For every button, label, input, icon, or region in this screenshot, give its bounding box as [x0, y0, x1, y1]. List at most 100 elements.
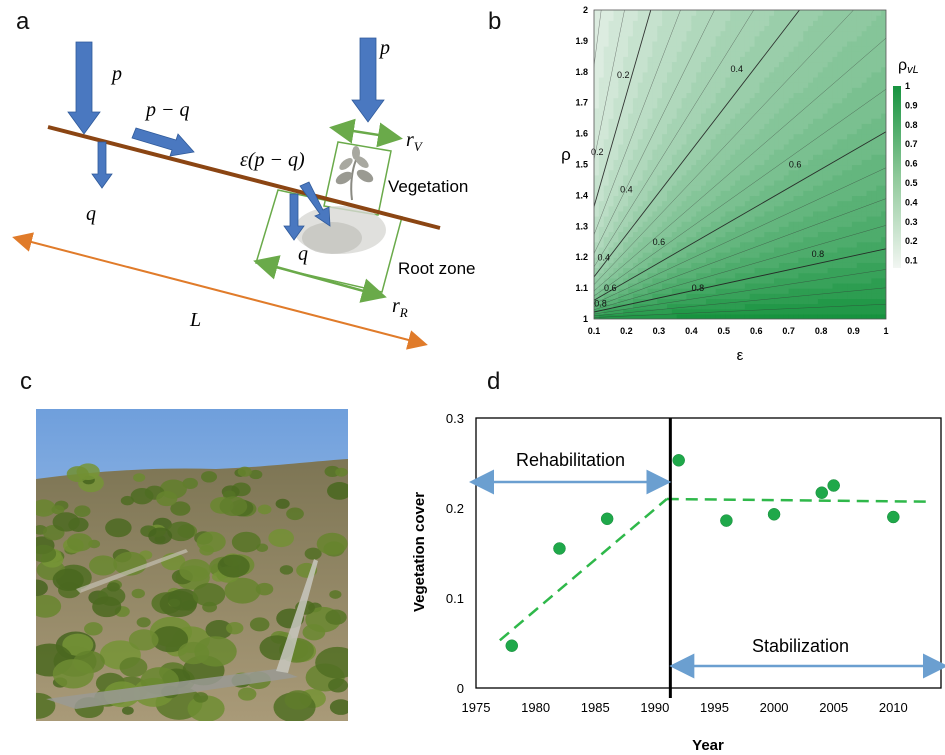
colorbar-tick-label: 0.1	[905, 256, 918, 266]
scatter-x-tick-label: 1995	[700, 700, 729, 715]
panel-label-b: b	[488, 8, 502, 35]
scatter-y-axis-label: Vegetation cover	[411, 492, 428, 612]
contour-y-tick-label: 1.9	[575, 36, 588, 46]
contour-x-tick-label: 0.2	[620, 326, 633, 336]
colorbar	[893, 86, 901, 268]
data-point	[887, 510, 900, 524]
contour-line	[594, 10, 754, 268]
contour-line	[594, 37, 886, 292]
p-minus-q-arrow	[131, 127, 195, 157]
contour-line	[594, 10, 602, 69]
contour-line	[594, 10, 800, 278]
colorbar-tick-label: 0.2	[905, 236, 918, 246]
diagram-hillslope: p p − q q p ε(p − q) rV Vegetation q Roo…	[12, 37, 476, 350]
contour-value-label: 0.8	[812, 249, 825, 259]
label-vegetation: Vegetation	[388, 177, 468, 196]
colorbar-tick-label: 0.5	[905, 178, 918, 188]
q-left-arrow	[91, 141, 113, 189]
data-point	[767, 508, 781, 521]
rr-arrow	[253, 255, 387, 303]
colorbar-title: ρvL	[898, 57, 919, 76]
contour-line	[594, 10, 652, 209]
stabilization-trend-line	[666, 497, 930, 503]
length-arrow	[12, 232, 428, 350]
colorbar-tick-label: 0.6	[905, 159, 918, 169]
contour-line	[594, 167, 886, 305]
eps-arrow-down	[283, 193, 305, 241]
contour-line	[594, 269, 886, 315]
contour-value-label: 0.2	[591, 147, 604, 157]
contour-line	[594, 225, 886, 310]
contour-y-tick-label: 1	[583, 314, 588, 324]
contour-y-tick-label: 1.8	[575, 67, 588, 77]
colorbar-tick-label: 0.9	[905, 100, 918, 110]
contour-value-label: 0.6	[653, 237, 666, 247]
contour-line	[594, 10, 681, 236]
contour-y-axis-label: ρ	[561, 145, 571, 164]
scatter-x-tick-label: 1990	[640, 700, 669, 715]
contour-x-tick-label: 0.6	[750, 326, 763, 336]
contour-x-tick-label: 0.9	[847, 326, 860, 336]
colorbar-tick-label: 1	[905, 81, 910, 91]
panel-label-a: a	[16, 8, 30, 35]
contour-value-label: 0.8	[594, 299, 607, 309]
scatter-x-tick-label: 1985	[581, 700, 610, 715]
scatter-chart: 0 0.1 0.2 0.3 1975 1980 1985 1990 1995 2000 2005 2…	[411, 411, 945, 754]
scatter-x-tick-label: 2010	[879, 700, 908, 715]
scatter-y-tick-label: 0.3	[446, 411, 464, 426]
stabilization-label: Stabilization	[752, 636, 849, 656]
contour-value-label: 0.4	[597, 252, 610, 262]
scatter-x-tick-label: 1980	[521, 700, 550, 715]
contour-value-label: 0.6	[604, 283, 617, 293]
label-p-right: p	[378, 37, 390, 59]
contour-chart: 0.2 0.4 0.2 0.4 0.6 0.4 0.6 0.6 0.8 0.8 0.8 0.1 0.2…	[561, 5, 919, 364]
contour-x-tick-label: 0.4	[685, 326, 698, 336]
scatter-x-tick-label: 2005	[819, 700, 848, 715]
scatter-x-axis-label: Year	[692, 737, 724, 754]
contour-y-tick-label: 1.6	[575, 129, 588, 139]
colorbar-tick-label: 0.7	[905, 139, 918, 149]
contour-y-tick-label: 1.4	[575, 190, 588, 200]
contour-y-tick-label: 1.1	[575, 283, 588, 293]
contour-y-tick-label: 1.5	[575, 160, 588, 170]
scatter-y-tick-label: 0	[457, 681, 464, 696]
rv-arrow	[329, 118, 403, 148]
p-right-arrow	[351, 37, 385, 123]
data-point	[672, 454, 685, 467]
scatter-plot-frame	[475, 417, 942, 689]
contour-line	[594, 248, 886, 313]
data-point	[720, 514, 733, 527]
contour-value-label: 0.4	[730, 64, 743, 74]
rehabilitation-label: Rehabilitation	[516, 450, 625, 470]
contour-line	[594, 10, 625, 162]
contour-y-tick-label: 1.7	[575, 98, 588, 108]
scatter-y-tick-label: 0.1	[446, 591, 464, 606]
colorbar-tick-label: 0.4	[905, 197, 918, 207]
contour-line	[594, 88, 886, 297]
contour-y-tick-label: 1.2	[575, 252, 588, 262]
label-root-zone: Root zone	[398, 259, 476, 278]
label-L: L	[189, 309, 201, 331]
contour-y-tick-label: 1.3	[575, 221, 588, 231]
contour-x-tick-label: 0.5	[718, 326, 731, 336]
label-p-minus-q: p − q	[144, 99, 190, 121]
slope-line	[47, 125, 441, 230]
contour-plot-frame	[593, 9, 887, 320]
contour-value-label: 0.2	[617, 70, 630, 80]
rehabilitation-trend-line	[499, 498, 668, 642]
contour-value-label: 0.4	[620, 184, 633, 194]
data-point	[827, 479, 840, 492]
data-point	[815, 486, 829, 499]
label-q-mid: q	[298, 243, 308, 265]
contour-line	[594, 131, 886, 301]
vegetation-box	[323, 141, 392, 216]
scatter-x-tick-label: 2000	[760, 700, 789, 715]
contour-y-tick-label: 2	[583, 5, 588, 15]
eps-arrow-diag	[299, 181, 331, 227]
colorbar-tick-label: 0.8	[905, 120, 918, 130]
label-eps-pq: ε(p − q)	[240, 149, 305, 171]
contour-x-axis-label: ε	[737, 347, 744, 364]
scatter-y-tick-label: 0.2	[446, 501, 464, 516]
contour-value-label: 0.8	[692, 283, 705, 293]
contour-x-tick-label: 0.7	[782, 326, 795, 336]
